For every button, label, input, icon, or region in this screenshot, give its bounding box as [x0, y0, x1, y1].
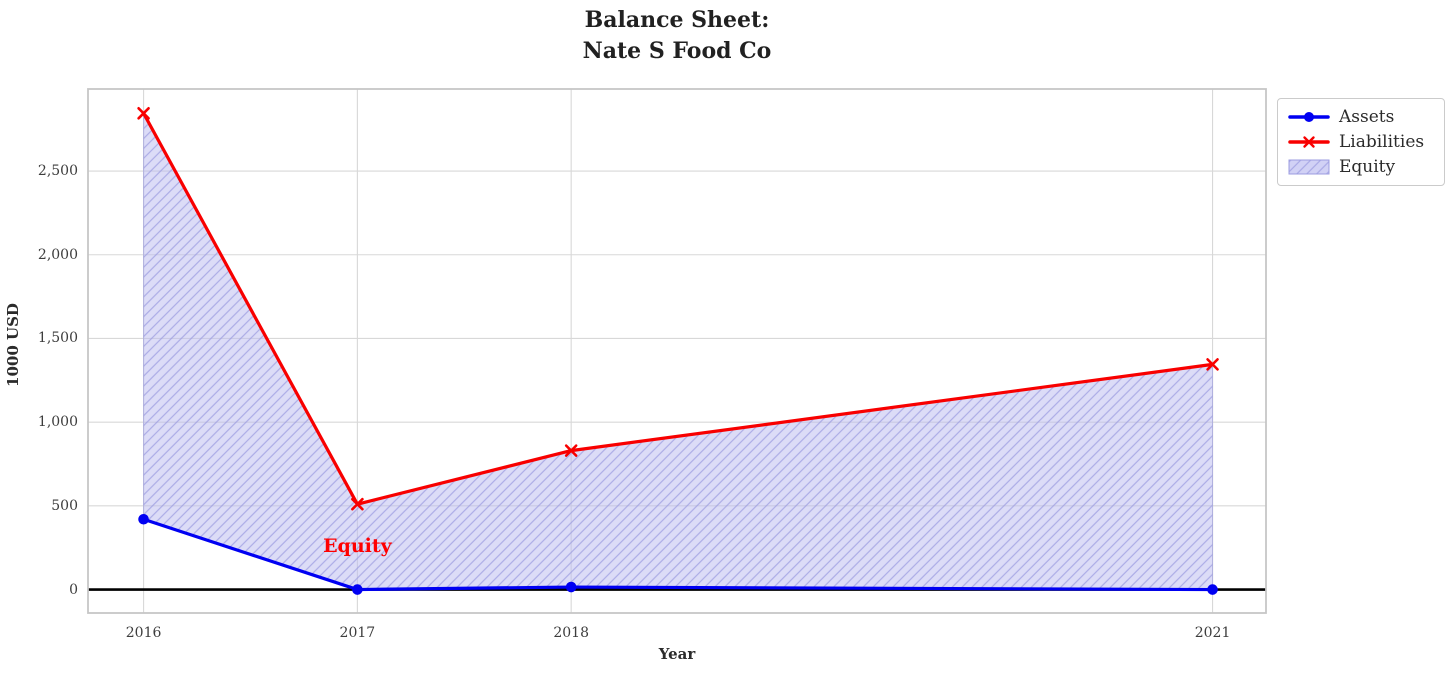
assets-line: [141, 517, 1215, 592]
legend-item-liabilities: Liabilities: [1288, 130, 1434, 154]
x-axis-label: Year: [658, 645, 696, 663]
y-tick-0: 0: [69, 581, 78, 598]
chart-title-line1: Balance Sheet:: [584, 7, 770, 33]
y-tick-500: 500: [51, 497, 78, 514]
liabilities-marker-2021: [1206, 358, 1219, 371]
y-axis-label: 1000 USD: [4, 303, 22, 387]
y-tick-1,000: 1,000: [37, 414, 78, 431]
assets-marker-2021: [1207, 584, 1218, 595]
assets-line-swatch: [1288, 108, 1330, 126]
liabilities-line: [141, 111, 1215, 506]
liabilities-marker-2018: [564, 444, 578, 457]
liabilities-marker-2016: [137, 106, 150, 120]
y-tick-1,500: 1,500: [37, 330, 78, 347]
equity-area-hatch: [143, 113, 1213, 590]
legend-label-assets: Assets: [1339, 107, 1395, 128]
plot-border: [87, 88, 1267, 614]
x-tick-2021: 2021: [1194, 625, 1231, 641]
assets-marker-2018: [565, 581, 577, 593]
legend-label-equity: Equity: [1339, 156, 1396, 177]
assets-marker-2016: [138, 513, 149, 525]
assets-marker-2017: [352, 584, 363, 595]
legend: Assets Liabilities Equity: [1277, 98, 1445, 186]
legend-label-liabilities: Liabilities: [1339, 131, 1425, 152]
legend-item-assets: Assets: [1288, 105, 1434, 129]
liabilities-marker-2017: [351, 497, 364, 511]
chart-title-line2: Nate S Food Co: [582, 38, 772, 64]
y-tick-2,500: 2,500: [37, 163, 78, 180]
x-tick-2017: 2017: [339, 625, 376, 641]
chart-title: Balance Sheet: Nate S Food Co: [88, 5, 1266, 67]
x-tick-2018: 2018: [553, 625, 589, 641]
equity-patch-swatch: [1288, 158, 1330, 176]
liabilities-line-swatch: [1288, 133, 1330, 151]
y-tick-2,000: 2,000: [37, 246, 78, 263]
equity-annotation: Equity: [323, 535, 392, 558]
x-tick-2016: 2016: [125, 625, 162, 641]
legend-item-equity: Equity: [1288, 155, 1434, 179]
